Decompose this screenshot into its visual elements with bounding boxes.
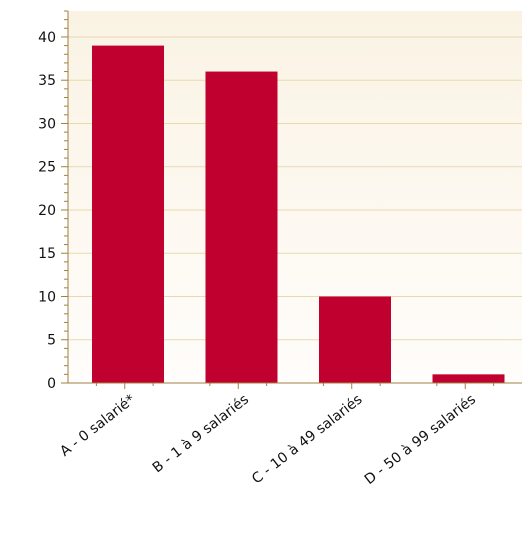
bar [205, 71, 278, 383]
x-tick-label: C - 10 à 49 salariés [249, 392, 365, 488]
y-tick-label: 30 [38, 116, 56, 132]
y-tick-label: 5 [47, 333, 56, 349]
x-tick-label: D - 50 à 99 salariés [362, 392, 479, 488]
y-tick-label: 10 [38, 289, 56, 305]
bars [92, 45, 505, 384]
y-tick-label: 0 [47, 376, 56, 392]
y-ticks: 0 5 10 15 20 25 30 35 40 [38, 10, 68, 392]
y-tick-label: 15 [38, 246, 56, 262]
x-tick-label: B - 1 à 9 salariés [150, 392, 252, 477]
y-tick-label: 40 [38, 30, 56, 46]
y-tick-label: 20 [38, 203, 56, 219]
x-tick-label: A - 0 salarié* [57, 392, 138, 460]
y-tick-label: 25 [38, 160, 56, 176]
bar [432, 374, 505, 383]
bar [319, 296, 391, 383]
bar [92, 45, 164, 384]
y-tick-label: 35 [38, 73, 56, 89]
